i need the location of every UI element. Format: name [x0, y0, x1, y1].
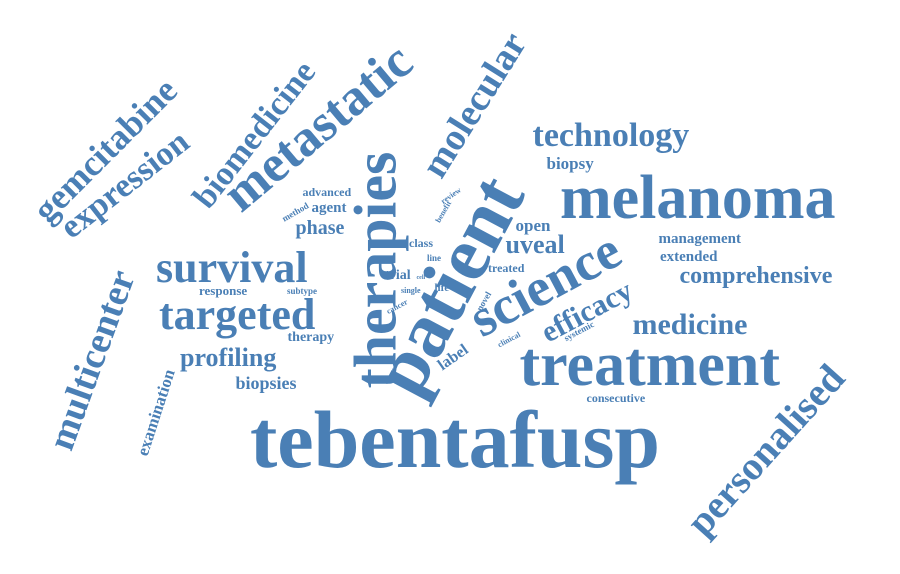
word-examination: examination — [132, 366, 179, 458]
word-medicine: medicine — [632, 308, 748, 341]
word-agent: agent — [311, 199, 347, 216]
word-brca: brca — [460, 266, 472, 272]
word-survival: survival — [156, 243, 308, 292]
word-targeted: targeted — [159, 290, 316, 339]
word-comprehensive: comprehensive — [679, 263, 833, 289]
word-advanced: advanced — [302, 185, 352, 199]
word-molecular: molecular — [412, 24, 535, 186]
word-tebentafusp: tebentafusp — [250, 394, 661, 485]
word-treatment: treatment — [519, 331, 781, 399]
word-subtype: subtype — [287, 285, 318, 296]
word-uveal: uveal — [505, 230, 565, 259]
word-life: life — [434, 281, 450, 294]
word-cell: cell — [416, 275, 426, 281]
word-phase: phase — [295, 217, 345, 239]
word-biopsies: biopsies — [235, 373, 297, 393]
word-melanoma: melanoma — [560, 164, 836, 232]
word-line: line — [427, 252, 442, 263]
word-profiling: profiling — [180, 343, 277, 372]
word-consecutive: consecutive — [586, 391, 646, 405]
word-response: response — [199, 282, 248, 298]
word-extended: extended — [660, 248, 718, 265]
word-therapy: therapy — [287, 330, 335, 345]
word-open: open — [515, 215, 551, 235]
word-multicenter: multicenter — [40, 264, 144, 456]
word-management: management — [658, 230, 742, 247]
word-biopsy: biopsy — [546, 153, 594, 173]
word-treated: treated — [488, 261, 525, 275]
word-trial: trial — [385, 268, 411, 283]
word-class: class — [409, 236, 433, 250]
word-technology: technology — [532, 117, 690, 154]
word-single: single — [401, 286, 421, 295]
